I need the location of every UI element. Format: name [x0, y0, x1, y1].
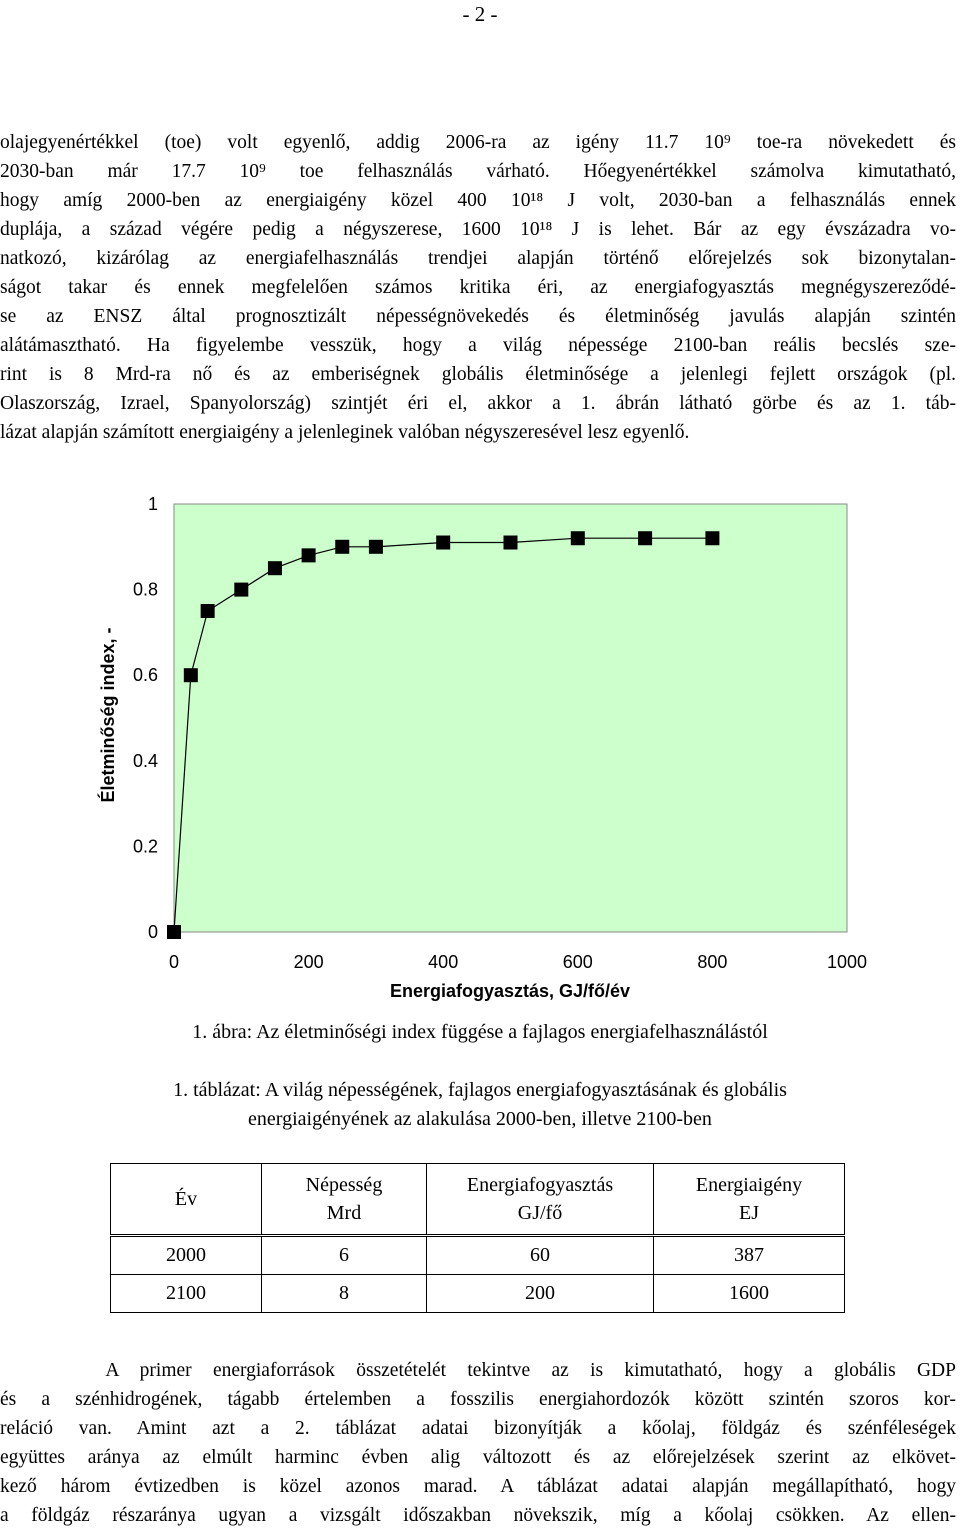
table-caption-line-2: energiaigényének az alakulása 2000-ben, … [248, 1108, 712, 1130]
data-table: Év Népesség Mrd Energiafogyasztás GJ/fő En… [110, 1163, 845, 1313]
page-number: - 2 - [462, 2, 498, 26]
y-tick-label: 0 [148, 922, 158, 942]
data-point-marker [234, 582, 249, 597]
table-row: 2000 6 60 387 [110, 1235, 845, 1275]
y-tick-label: 0.6 [133, 665, 158, 685]
table-cell: 60 [426, 1235, 654, 1275]
data-point-marker [167, 925, 181, 939]
paragraph-2: A primer energiaforrások összetételét te… [0, 1356, 956, 1530]
data-point-marker [368, 539, 383, 554]
data-point-marker [436, 535, 451, 550]
chart-svg: 0 200 400 600 800 1000 0 0.2 0.4 0.6 0.8 1 Energiaf… [97, 494, 867, 1001]
text-line: lázat alapján számított energiaigény a j… [0, 422, 690, 443]
data-point-marker [638, 531, 653, 546]
x-tick-label: 0 [169, 952, 179, 972]
text-line: A primer energiaforrások összetételét te… [0, 1360, 956, 1381]
text-line: és a szénhidrogének, tágabb értelemben a… [0, 1389, 956, 1410]
y-axis-label: Életminőség index, - [97, 627, 118, 802]
text-line: a földgáz részaránya ugyan a vizsgált id… [0, 1505, 956, 1526]
x-tick-label: 200 [294, 952, 324, 972]
x-tick-label: 600 [563, 952, 593, 972]
text-line: reláció van. Amint azt a 2. táblázat ada… [0, 1418, 956, 1439]
header-energiaigeny: Energiaigény EJ [653, 1163, 845, 1236]
table-cell: 200 [426, 1274, 654, 1313]
text-line: hogy amíg 2000-ben az energiaigény közel… [0, 190, 956, 211]
table-cell: 2100 [110, 1274, 262, 1313]
figure-caption: 1. ábra: Az életminőségi index függése a… [192, 1021, 768, 1043]
x-tick-label: 400 [428, 952, 458, 972]
data-point-marker [200, 604, 215, 618]
table-cell: 1600 [653, 1274, 845, 1313]
text-line: Olaszország, Izrael, Spanyolország) szin… [0, 393, 956, 414]
table-cell: 387 [653, 1235, 845, 1275]
y-tick-label: 1 [148, 494, 158, 514]
text-line: együttes aránya az elmúlt harminc évben … [0, 1447, 956, 1468]
data-point-marker [705, 531, 720, 546]
x-axis-label: Energiafogyasztás, GJ/fő/év [390, 981, 630, 1001]
text-line: ságot takar és ennek megfelelően számos … [0, 277, 956, 298]
y-tick-label: 0.8 [133, 580, 158, 600]
header-ev: Év [110, 1163, 262, 1236]
y-tick-label: 0.2 [133, 836, 158, 856]
data-point-marker [335, 539, 350, 554]
chart-figure: 0 200 400 600 800 1000 0 0.2 0.4 0.6 0.8 1 Energiaf… [0, 480, 960, 1020]
table-cell: 2000 [110, 1235, 262, 1275]
paragraph-1: olajegyenértékkel (toe) volt egyenlő, ad… [0, 128, 956, 447]
text-line: natkozó, kizárólag az energiafelhasználá… [0, 248, 956, 269]
table-row: 2100 8 200 1600 [110, 1274, 845, 1313]
data-point-marker [503, 535, 518, 550]
text-line: 2030-ban már 17.7 10⁹ toe felhasználás v… [0, 161, 956, 182]
text-line: duplája, a század végére pedig a négysze… [0, 219, 956, 240]
data-point-marker [267, 561, 282, 576]
data-point-marker [570, 531, 585, 546]
plot-area [173, 503, 848, 933]
x-tick-label: 800 [697, 952, 727, 972]
text-line: rint is 8 Mrd-ra nő és az emberiségnek g… [0, 364, 956, 385]
data-point-marker [301, 548, 316, 563]
y-tick-label: 0.4 [133, 751, 158, 771]
table-header-row: Év Népesség Mrd Energiafogyasztás GJ/fő En… [110, 1163, 845, 1236]
data-point-marker [183, 668, 198, 683]
header-nepesseg: Népesség Mrd [261, 1163, 427, 1236]
header-energiafogyasztas: Energiafogyasztás GJ/fő [426, 1163, 654, 1236]
text-line: se az ENSZ által prognosztizált népesség… [0, 306, 956, 327]
x-tick-label: 1000 [827, 952, 867, 972]
table-cell: 6 [261, 1235, 427, 1275]
table-caption-line-1: 1. táblázat: A világ népességének, fajla… [173, 1079, 787, 1101]
text-line: alátámasztható. Ha figyelembe vesszük, h… [0, 335, 956, 356]
table-cell: 8 [261, 1274, 427, 1313]
text-line: kező három évtizedben is közel azonos ma… [0, 1476, 956, 1497]
text-line: olajegyenértékkel (toe) volt egyenlő, ad… [0, 132, 956, 153]
